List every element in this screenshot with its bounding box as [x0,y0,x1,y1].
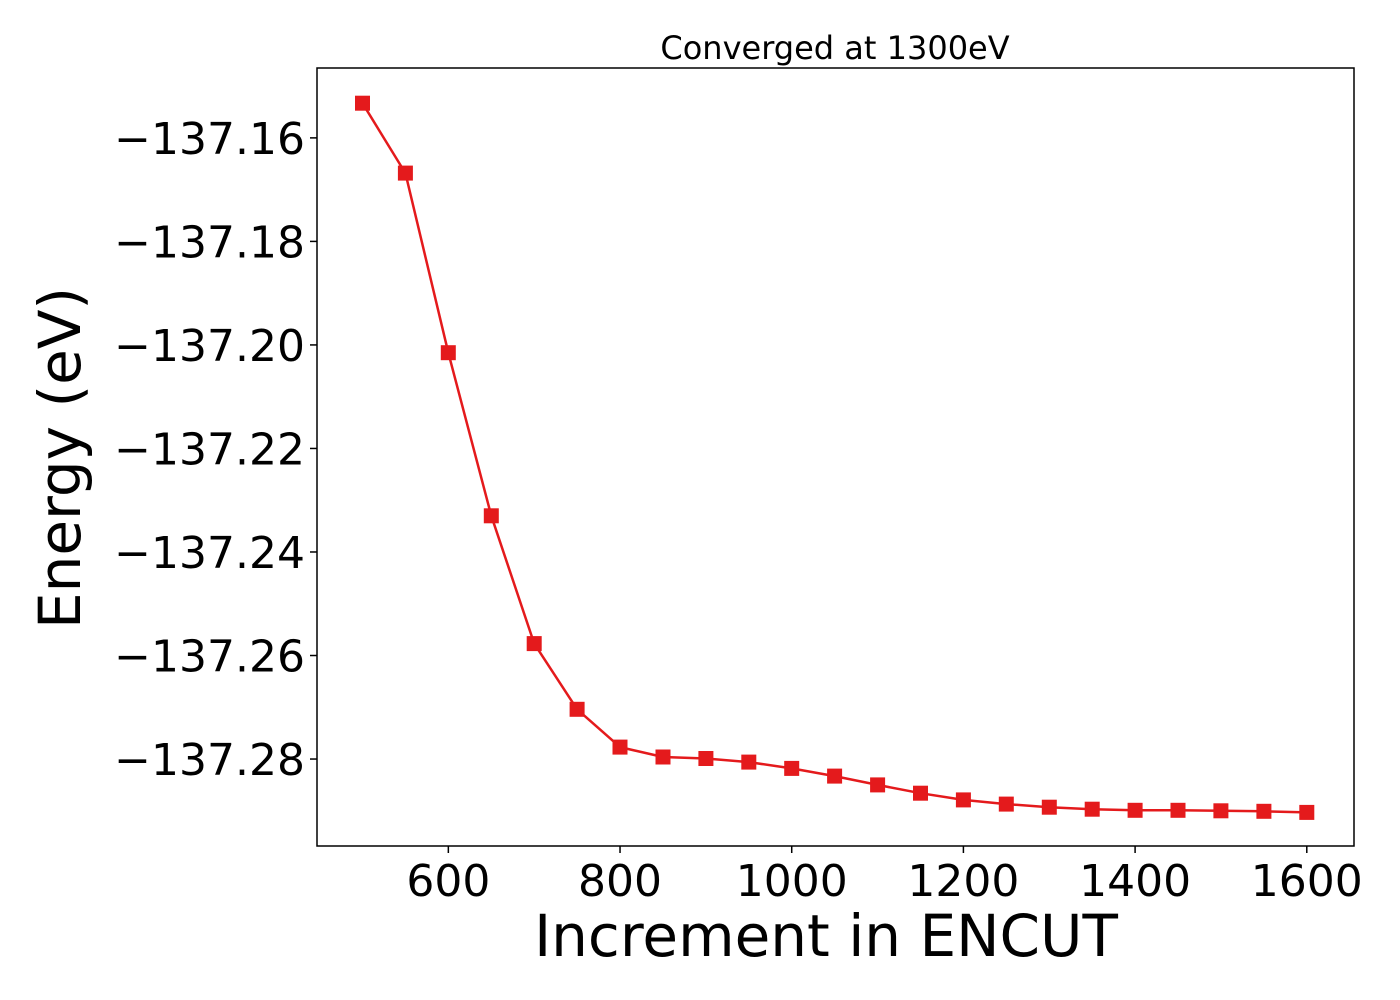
data-point [870,777,886,793]
x-tick-label: 1600 [1251,856,1363,907]
x-tick-label: 1000 [736,856,848,907]
data-point [784,760,800,776]
data-point [1299,804,1315,820]
data-point [698,751,714,766]
x-tick-label: 600 [406,856,490,907]
data-point [741,754,757,770]
y-tick-label: −137.16 [114,114,305,165]
series-line [361,102,1307,814]
series-layer [355,95,1315,820]
data-point [1127,802,1143,818]
data-point [612,739,628,755]
data-point [483,508,499,524]
y-tick-label: −137.20 [114,321,305,372]
data-point [655,749,671,765]
x-axis: 600 800 1000 1200 1400 1600 [406,846,1363,907]
x-tick-label: 1200 [907,856,1019,907]
y-tick-label: −137.22 [114,424,305,475]
data-point [1256,803,1272,819]
data-point [913,785,928,801]
y-tick-label: −137.24 [114,528,305,579]
data-point [955,792,971,808]
y-axis: −137.16 −137.18 −137.20 −137.22 −137.24 −137.… [114,114,317,786]
data-point [1084,801,1100,817]
y-tick-label: −137.18 [114,217,305,268]
x-tick-label: 800 [578,856,662,907]
data-point [998,796,1014,812]
data-point [397,165,413,181]
chart-title: Converged at 1300eV [660,29,1009,67]
y-axis-label: Energy (eV) [26,287,94,629]
data-point [440,345,456,361]
data-point [1213,803,1229,819]
data-point [526,636,542,652]
x-axis-label: Increment in ENCUT [534,902,1118,970]
y-tick-label: −137.28 [114,735,305,786]
x-tick-label: 1400 [1079,856,1191,907]
data-point [1170,802,1186,818]
plot-area [316,67,1355,847]
data-point [827,768,843,784]
data-point [355,95,370,111]
data-point [1041,799,1057,815]
y-tick-label: −137.26 [114,632,305,683]
data-point [569,701,585,717]
